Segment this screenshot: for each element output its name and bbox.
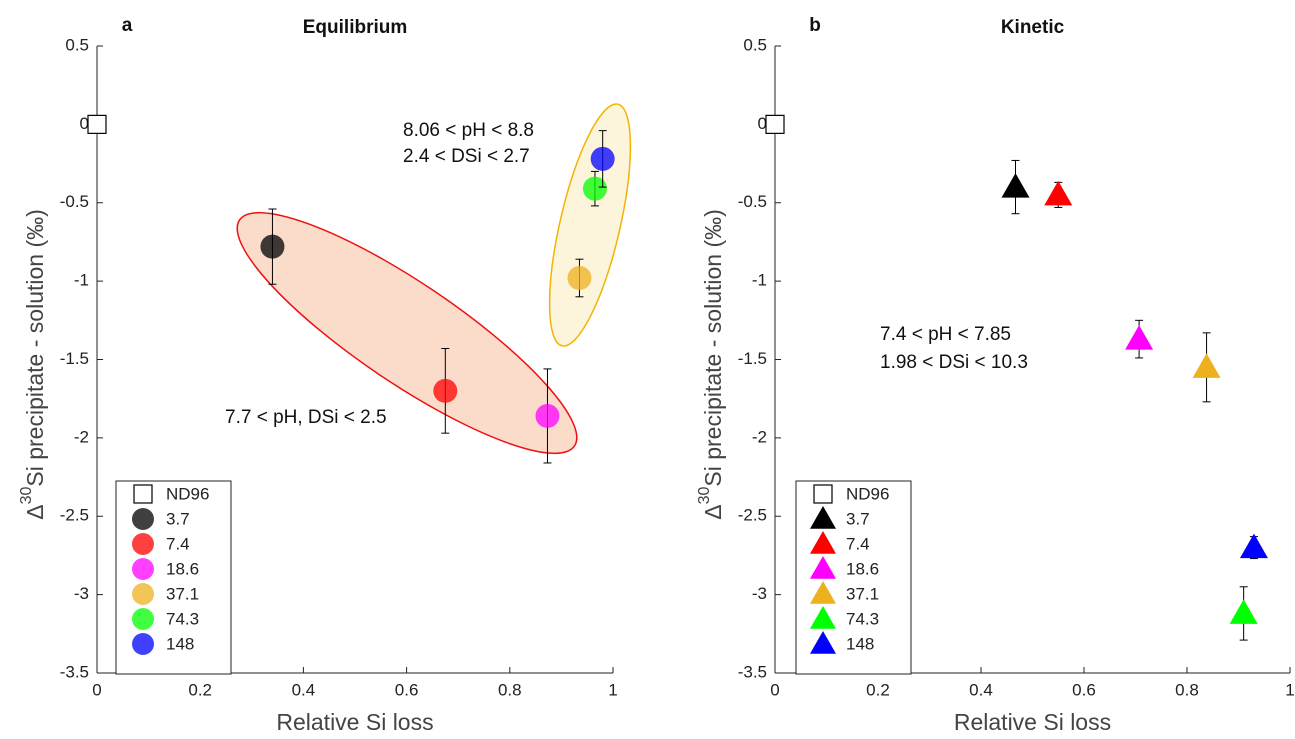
marker <box>535 403 560 428</box>
legend-label: 7.4 <box>846 534 870 553</box>
x-tick-label: 0.6 <box>395 680 419 699</box>
y-tick-label: 0.5 <box>743 35 767 54</box>
y-tick-label: -1 <box>74 271 89 290</box>
legend-label: 18.6 <box>166 559 199 578</box>
region-ellipse <box>548 103 632 347</box>
legend-marker <box>132 608 154 630</box>
y-tick-label: -3 <box>752 584 767 603</box>
legend-box <box>795 480 912 675</box>
annotation: 7.4 < pH < 7.85 <box>880 324 1011 345</box>
legend-marker <box>810 556 836 579</box>
x-tick-label: 0.8 <box>1175 680 1199 699</box>
marker <box>1001 173 1030 198</box>
legend-label: 3.7 <box>166 509 190 528</box>
annotation: 8.06 < pH < 8.8 <box>403 120 534 141</box>
y-axis-title-part: Δ <box>22 504 48 519</box>
y-tick-label: -0.5 <box>60 192 89 211</box>
y-tick-label: -2 <box>74 427 89 446</box>
legend-label: 18.6 <box>846 559 879 578</box>
y-axis-title-part: Si precipitate - solution (‰) <box>22 209 48 486</box>
marker <box>1125 325 1154 350</box>
legend-label: 74.3 <box>166 609 199 628</box>
y-axis-title: Δ30Si precipitate - solution (‰) <box>18 209 48 520</box>
legend-label: 7.4 <box>166 534 190 553</box>
annotation: 1.98 < DSi < 10.3 <box>880 352 1028 373</box>
y-tick-label: 0 <box>80 114 89 133</box>
y-tick-label: -1 <box>752 271 767 290</box>
legend-label: 3.7 <box>846 509 870 528</box>
marker <box>87 114 107 134</box>
marker <box>567 265 592 290</box>
legend-label: 148 <box>166 634 194 653</box>
x-tick-label: 1 <box>1285 680 1294 699</box>
legend-marker <box>813 484 833 504</box>
marker <box>765 114 785 134</box>
legend-marker <box>810 606 836 629</box>
marker <box>1044 180 1073 206</box>
y-tick-label: -1.5 <box>60 349 89 368</box>
chart-title: Equilibrium <box>303 17 408 38</box>
region-ellipse <box>236 211 578 455</box>
legend-marker <box>132 558 154 580</box>
y-tick-label: 0.5 <box>65 35 89 54</box>
legend-label: ND96 <box>846 484 889 503</box>
y-tick-label: -3.5 <box>60 662 89 681</box>
marker <box>433 378 458 403</box>
annotation: 2.4 < DSi < 2.7 <box>403 146 530 167</box>
y-tick-label: -2 <box>752 427 767 446</box>
y-axis-title-sup: 30 <box>696 487 713 505</box>
legend-label: 74.3 <box>846 609 879 628</box>
legend-label: 37.1 <box>846 584 879 603</box>
legend-marker <box>132 508 154 530</box>
legend-label: 37.1 <box>166 584 199 603</box>
x-tick-label: 0 <box>92 680 101 699</box>
y-tick-label: -2.5 <box>60 506 89 525</box>
marker <box>1239 533 1268 559</box>
x-tick-label: 0.4 <box>969 680 993 699</box>
x-tick-label: 0.2 <box>188 680 212 699</box>
marker <box>1229 599 1258 624</box>
x-axis-title: Relative Si loss <box>276 709 433 735</box>
x-tick-label: 0.6 <box>1072 680 1096 699</box>
y-tick-label: -1.5 <box>738 349 767 368</box>
x-tick-label: 0 <box>770 680 779 699</box>
y-tick-label: -2.5 <box>738 506 767 525</box>
legend-label: ND96 <box>166 484 209 503</box>
marker <box>582 176 607 201</box>
marker <box>260 234 285 259</box>
legend-marker <box>810 531 836 554</box>
y-axis-title-part: Δ <box>700 504 726 519</box>
legend-marker <box>810 581 836 604</box>
y-tick-label: 0 <box>758 114 767 133</box>
marker <box>590 146 615 171</box>
legend-marker <box>132 583 154 605</box>
y-axis-title-part: Si precipitate - solution (‰) <box>700 209 726 486</box>
legend-label: 148 <box>846 634 874 653</box>
legend-marker <box>810 631 836 654</box>
y-axis-title-sup: 30 <box>18 487 35 505</box>
x-tick-label: 1 <box>608 680 617 699</box>
x-axis-title: Relative Si loss <box>954 709 1111 735</box>
y-axis-title: Δ30Si precipitate - solution (‰) <box>696 209 726 520</box>
annotation: 7.7 < pH, DSi < 2.5 <box>225 407 387 428</box>
y-tick-label: -3.5 <box>738 662 767 681</box>
panel-label: a <box>122 15 133 36</box>
x-tick-label: 0.8 <box>498 680 522 699</box>
legend-marker <box>133 484 153 504</box>
legend-marker <box>132 633 154 655</box>
x-tick-label: 0.2 <box>866 680 890 699</box>
y-tick-label: -0.5 <box>738 192 767 211</box>
y-tick-label: -3 <box>74 584 89 603</box>
legend-marker <box>132 533 154 555</box>
panel-label: b <box>809 15 821 36</box>
marker <box>1192 353 1221 378</box>
legend-marker <box>810 506 836 529</box>
x-tick-label: 0.4 <box>292 680 316 699</box>
chart-title: Kinetic <box>1001 17 1065 38</box>
